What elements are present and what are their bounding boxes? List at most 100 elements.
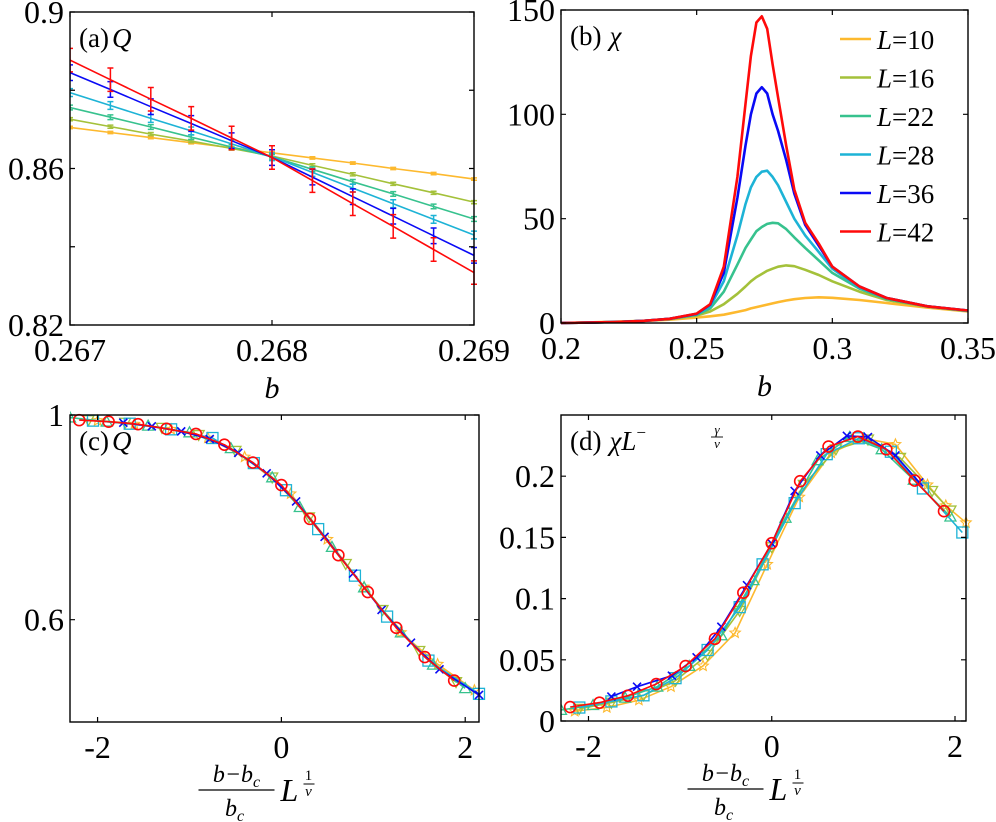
square-marker <box>422 654 435 667</box>
xlabel-exponent-den: ν <box>794 783 801 799</box>
circle-marker <box>102 415 115 428</box>
triangle-up-marker <box>394 625 408 638</box>
error-bar <box>70 64 73 82</box>
plot-area <box>70 47 477 286</box>
x-tick-label: 0 <box>764 728 780 764</box>
square-marker <box>573 701 586 714</box>
error-bar <box>430 237 437 262</box>
legend-item: L=36 <box>840 179 934 209</box>
xlabel-factor: L <box>769 771 788 807</box>
x-tick-label: 0.269 <box>438 332 510 368</box>
square-marker <box>956 526 969 539</box>
star-marker <box>568 704 582 717</box>
circle-marker <box>303 512 317 526</box>
error-bar <box>147 86 154 112</box>
legend-label: L=36 <box>876 179 934 209</box>
triangle-down-marker <box>943 505 958 518</box>
circle-marker <box>389 621 403 635</box>
label-exponent-den: ν <box>714 436 720 451</box>
plot-area <box>561 14 969 325</box>
error-bar <box>70 87 73 98</box>
star-marker <box>394 625 408 639</box>
x-tick-label: 0.2 <box>541 330 581 366</box>
star-marker <box>127 417 141 430</box>
legend-item: L=16 <box>840 64 934 94</box>
plot-area <box>561 430 973 717</box>
axes-frame <box>560 414 967 722</box>
x-tick-label: -2 <box>575 728 602 764</box>
circle-marker <box>765 536 779 550</box>
circle-marker <box>563 700 577 714</box>
circle-marker <box>447 674 461 687</box>
legend-label: L=42 <box>876 218 934 248</box>
y-tick-label: 100 <box>507 96 555 132</box>
error-bar <box>430 171 437 176</box>
error-bar <box>390 190 397 198</box>
circle-marker <box>246 456 260 469</box>
circle-marker <box>189 427 203 441</box>
star-marker <box>90 413 105 427</box>
series-line <box>561 14 969 325</box>
legend-label: L=10 <box>876 25 934 55</box>
circle-marker <box>737 586 750 600</box>
xlabel-exponent-num: 1 <box>794 767 802 783</box>
triangle-down-marker <box>604 697 619 710</box>
series-L-42 <box>72 413 461 687</box>
y-tick-label: 0.15 <box>499 519 555 555</box>
xlabel-exponent-den: ν <box>305 784 312 800</box>
error-bar <box>390 199 397 209</box>
y-tick-label: 0.82 <box>8 307 64 343</box>
error-bar <box>269 145 275 171</box>
circle-marker <box>593 696 606 709</box>
series-L-16 <box>572 434 958 716</box>
axes-frame <box>69 414 480 723</box>
x-marker <box>692 652 702 662</box>
error-bar <box>107 124 114 129</box>
label-exponent-num: γ <box>714 422 720 437</box>
circle-marker <box>708 632 722 646</box>
triangle-up-marker <box>70 410 77 423</box>
circle-marker <box>160 422 173 436</box>
x-axis-label: b−bc bc L 1ν <box>198 762 315 822</box>
error-bar <box>309 168 316 194</box>
x-marker <box>842 431 852 441</box>
star-marker <box>888 437 903 450</box>
panel-label: (c) Q <box>79 426 131 456</box>
circle-marker <box>937 504 951 518</box>
error-bar <box>390 166 397 171</box>
y-tick-label: 0.86 <box>8 151 64 187</box>
circle-marker <box>332 548 345 562</box>
error-bar <box>228 125 235 151</box>
error-bar <box>70 116 73 122</box>
series-line <box>88 419 457 683</box>
series-line <box>79 419 455 682</box>
x-tick-label: 0.35 <box>940 330 996 366</box>
y-tick-label: 0.9 <box>24 0 64 30</box>
error-bar <box>349 191 356 217</box>
error-bar <box>430 214 437 225</box>
x-tick-label: 0.267 <box>34 332 106 368</box>
series-line <box>579 438 951 710</box>
y-tick-label: 0.6 <box>24 602 64 638</box>
x-tick-label: 0 <box>273 729 289 765</box>
panel-a: 0.267 0.268 0.269 0.82 0.86 0.9 b (a) Q <box>8 0 510 405</box>
error-bar <box>107 130 114 135</box>
triangle-up-marker <box>561 703 568 716</box>
error-bar <box>70 125 73 130</box>
circle-marker <box>908 474 921 487</box>
error-bar <box>107 114 114 121</box>
circle-marker <box>131 417 145 431</box>
triangle-down-marker <box>339 558 353 571</box>
legend-item: L=28 <box>840 141 934 171</box>
x-marker <box>632 682 642 692</box>
triangle-down-marker <box>228 445 243 458</box>
legend-label: L=28 <box>876 141 934 171</box>
square-marker <box>312 522 325 536</box>
square-marker <box>916 482 930 495</box>
triangle-up-marker <box>810 453 825 466</box>
axes-frame <box>560 9 969 324</box>
circle-marker <box>851 430 865 443</box>
series-L-22 <box>561 430 958 716</box>
star-marker <box>792 490 806 503</box>
